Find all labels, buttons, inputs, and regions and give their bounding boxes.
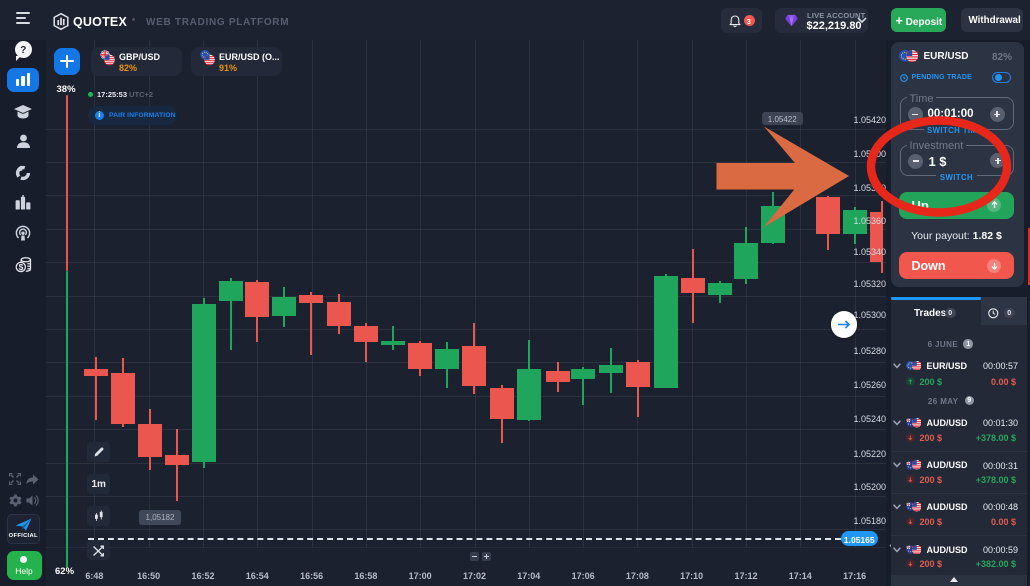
svg-text:$: $ xyxy=(18,262,23,272)
